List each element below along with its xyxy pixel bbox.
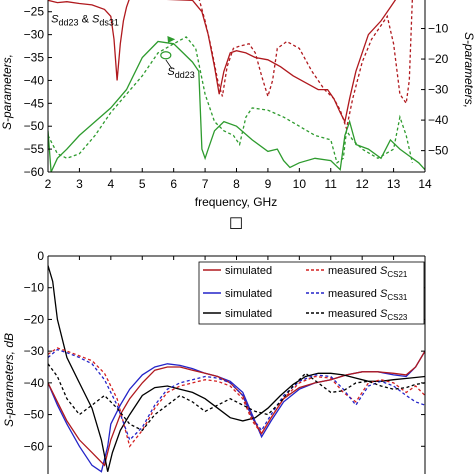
top-annotation-0: Sdd23 & Sds31 xyxy=(51,13,119,27)
legend-label-5: measured SCS23 xyxy=(328,308,408,322)
top-x-tick-label: 13 xyxy=(387,177,401,191)
top-y-tick-label: −25 xyxy=(24,5,45,19)
top-x-tick-label: 8 xyxy=(233,177,240,191)
top-y2-tick-label: −30 xyxy=(428,83,449,97)
top-x-tick-label: 4 xyxy=(107,177,114,191)
bottom-axes: 0 −10 −20 −30 −40 −50 −60 xyxy=(24,249,426,474)
top-x-tick-label: 10 xyxy=(293,177,307,191)
top-xlabel: frequency, GHz xyxy=(195,195,277,209)
bottom-series-line-5 xyxy=(48,363,425,432)
top-annotation-1: Sdd23 xyxy=(167,66,194,80)
legend-label-4: simulated xyxy=(225,308,272,320)
top-x-tick-label: 2 xyxy=(45,177,52,191)
top-x-tick-label: 9 xyxy=(265,177,272,191)
sdd23-marker-ellipse xyxy=(160,51,172,60)
top-series-group xyxy=(48,0,425,172)
sdd23-arrow-icon xyxy=(167,36,176,43)
legend-label-0: simulated xyxy=(225,265,272,277)
bottom-series-line-2 xyxy=(48,265,425,472)
bottom-ylabel-text: S-parameters, dB xyxy=(2,333,16,427)
bottom-y-tick-label: 0 xyxy=(37,249,44,263)
panel-marker: ☐ xyxy=(229,216,243,233)
top-chart: Sdd23 & Sds31 Sdd23 2 3 4 5 6 7 8 9 10 11 12 13 14 −25… xyxy=(0,0,474,233)
top-x-tick-label: 12 xyxy=(355,177,369,191)
bottom-y-tick-label: −30 xyxy=(24,344,45,358)
bottom-series-line-3 xyxy=(48,347,425,448)
bottom-series-line-4 xyxy=(48,348,425,442)
top-y2-tick-label: −50 xyxy=(428,144,449,158)
top-y-tick-label: −50 xyxy=(24,119,45,133)
bottom-ylabel: S-parameters, dB xyxy=(2,333,16,427)
top-x-tick-label: 14 xyxy=(418,177,432,191)
top-ylabel: S-parameters, xyxy=(0,54,14,130)
bottom-series-line-1 xyxy=(48,350,425,467)
bottom-y-tick-label: −60 xyxy=(24,439,45,453)
bottom-series-group xyxy=(48,265,425,473)
top-series-line-2 xyxy=(48,40,425,172)
top-y-tick-label: −55 xyxy=(24,142,45,156)
top-ylabel-text: S-parameters, xyxy=(0,54,14,130)
top-x-tick-label: 11 xyxy=(325,177,338,191)
top-x-tick-label: 5 xyxy=(139,177,146,191)
top-x-tick-label: 3 xyxy=(76,177,83,191)
top-axes: 2 3 4 5 6 7 8 9 10 11 12 13 14 −25 −30 −35 −40 −45 −50 −55 −… xyxy=(24,0,449,191)
top-y2label-text: S-parameters, xyxy=(462,32,474,108)
bottom-y-tick-label: −40 xyxy=(24,376,45,390)
legend-label-2: simulated xyxy=(225,288,272,300)
bottom-legend: simulated measured SCS21 simulated measured… xyxy=(198,261,425,325)
legend-label-1: measured SCS21 xyxy=(328,265,408,279)
top-series-line-3 xyxy=(48,36,414,164)
top-x-tick-label: 7 xyxy=(202,177,209,191)
sdd23-leader-line xyxy=(165,59,173,70)
top-x-tick-label: 6 xyxy=(170,177,177,191)
top-y2-tick-label: −20 xyxy=(428,52,449,66)
top-series-line-0 xyxy=(48,0,397,124)
bottom-y-tick-label: −10 xyxy=(24,281,45,295)
top-y-tick-label: −45 xyxy=(24,96,45,110)
bottom-y-tick-label: −20 xyxy=(24,312,45,326)
top-y-tick-label: −30 xyxy=(24,28,45,42)
top-y-tick-label: −60 xyxy=(24,165,45,179)
top-annotations: Sdd23 & Sds31 Sdd23 xyxy=(51,13,195,80)
bottom-chart: 0 −10 −20 −30 −40 −50 −60 S-parameters, dB sim… xyxy=(2,249,426,474)
top-y2-tick-label: −10 xyxy=(428,22,449,36)
top-y2label: S-parameters, xyxy=(462,32,474,108)
top-y-tick-label: −40 xyxy=(24,73,45,87)
bottom-y-tick-label: −50 xyxy=(24,408,45,422)
top-series-line-1 xyxy=(198,0,413,131)
top-y-tick-label: −35 xyxy=(24,51,45,65)
legend-label-3: measured SCS31 xyxy=(328,288,408,302)
top-y2-tick-label: −40 xyxy=(428,113,449,127)
